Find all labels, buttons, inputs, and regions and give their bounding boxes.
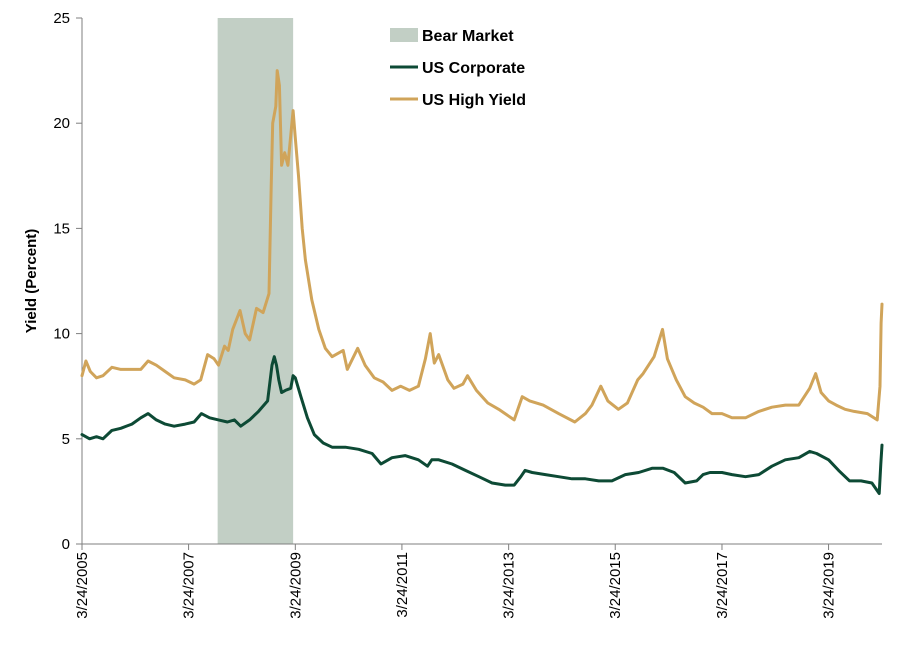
- axes: [81, 18, 882, 545]
- y-tick-label: 20: [53, 115, 70, 132]
- x-tick-label: 3/24/2013: [501, 552, 518, 619]
- y-tick-label: 15: [53, 220, 70, 237]
- series-line-us-high-yield: [80, 69, 884, 424]
- legend-label-us-high-yield: US High Yield: [422, 92, 526, 109]
- series-line-us-corporate: [80, 355, 884, 495]
- x-tick-label: 3/24/2007: [181, 552, 198, 619]
- x-tick-label: 3/24/2009: [287, 552, 304, 619]
- y-axis-ticks: 0 5 10 15 20 25: [53, 10, 82, 553]
- bear-market-layer: [217, 18, 294, 544]
- bear-market-band: [217, 18, 294, 544]
- y-tick-label: 0: [62, 536, 70, 553]
- y-axis-title: Yield (Percent): [23, 229, 40, 333]
- legend-swatch-bear-market: [390, 28, 418, 42]
- legend: Bear Market US Corporate US High Yield: [390, 28, 526, 109]
- y-tick-label: 10: [53, 326, 70, 343]
- x-tick-label: 3/24/2015: [607, 552, 624, 619]
- x-tick-label: 3/24/2011: [394, 552, 411, 618]
- x-axis-ticks: 3/24/2005 3/24/2007 3/24/2009 3/24/2011 3/24…: [74, 544, 838, 619]
- x-tick-label: 3/24/2017: [714, 552, 731, 619]
- x-tick-label: 3/24/2005: [74, 552, 91, 619]
- series-lines: [80, 69, 884, 495]
- legend-label-us-corporate: US Corporate: [422, 60, 525, 77]
- y-tick-label: 25: [53, 10, 70, 27]
- x-tick-label: 3/24/2019: [821, 552, 838, 619]
- legend-label-bear-market: Bear Market: [422, 28, 514, 45]
- y-tick-label: 5: [62, 431, 70, 448]
